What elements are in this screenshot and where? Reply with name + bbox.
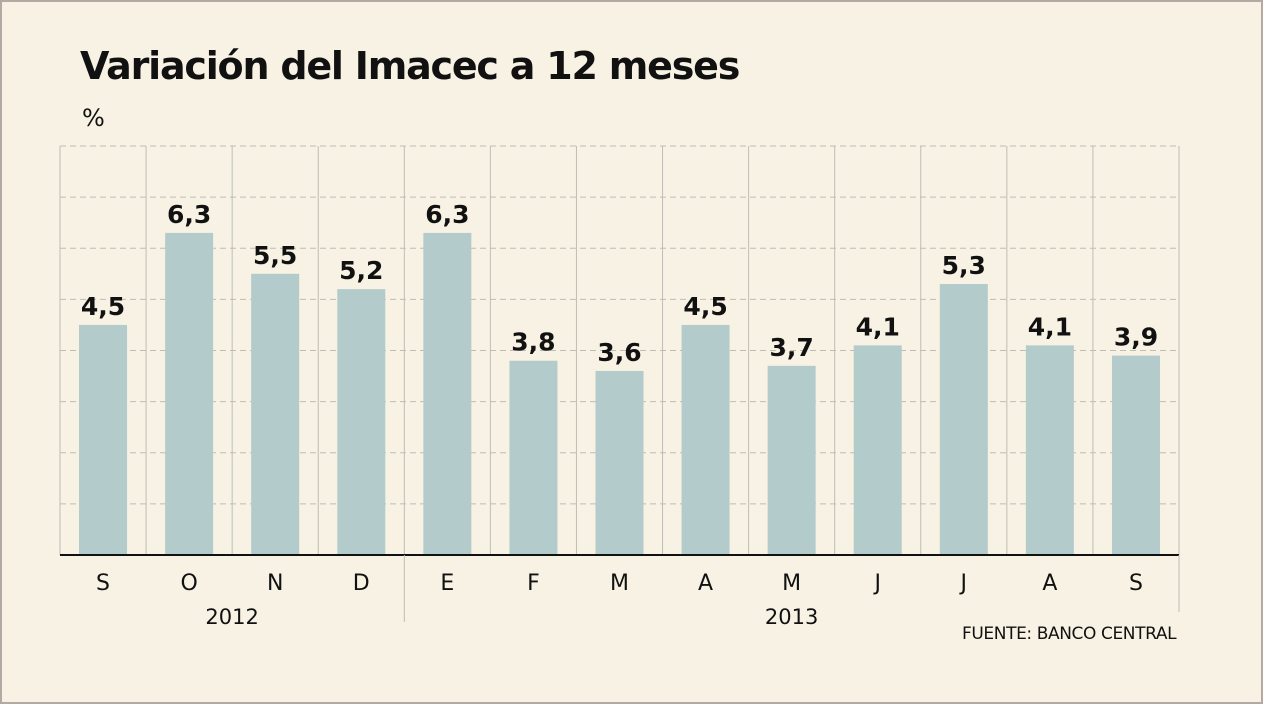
chart-title: Variación del Imacec a 12 meses: [80, 44, 740, 88]
year-label: 2013: [765, 605, 818, 629]
x-tick-label: D: [353, 571, 370, 596]
value-label: 5,3: [942, 251, 986, 280]
x-tick-label: A: [1042, 571, 1057, 596]
value-label: 4,1: [1028, 312, 1072, 341]
x-tick-label: A: [698, 571, 713, 596]
x-tick-label: J: [872, 571, 881, 596]
value-label: 4,1: [856, 312, 900, 341]
bar: [337, 289, 386, 555]
bar: [509, 360, 558, 555]
value-label: 4,5: [683, 292, 727, 321]
source-note: FUENTE: BANCO CENTRAL: [962, 624, 1177, 644]
bar: [423, 232, 472, 555]
x-tick-label: J: [959, 571, 968, 596]
bar: [853, 345, 902, 555]
unit-label: %: [82, 104, 105, 132]
bar: [681, 324, 730, 555]
x-tick-label: M: [782, 571, 801, 596]
value-label: 3,6: [597, 338, 641, 367]
value-label: 6,3: [167, 200, 211, 229]
value-label: 6,3: [425, 200, 469, 229]
bar: [79, 324, 128, 555]
value-label: 3,9: [1114, 323, 1158, 352]
year-label: 2012: [205, 605, 258, 629]
value-label: 3,8: [511, 328, 555, 357]
x-tick-label: E: [440, 571, 454, 596]
value-label: 4,5: [81, 292, 125, 321]
bar: [1111, 355, 1160, 555]
value-label: 5,5: [253, 241, 297, 270]
bar: [251, 273, 300, 555]
x-tick-label: O: [180, 571, 197, 596]
value-label: 5,2: [339, 256, 383, 285]
x-tick-label: F: [527, 571, 540, 596]
value-label: 3,7: [770, 333, 814, 362]
x-tick-label: S: [1129, 571, 1143, 596]
bar: [1025, 345, 1074, 555]
bar: [767, 365, 816, 555]
bar: [939, 284, 988, 555]
x-tick-label: N: [267, 571, 283, 596]
bar: [165, 232, 214, 555]
x-tick-label: S: [96, 571, 110, 596]
bar: [595, 370, 644, 555]
x-tick-label: M: [610, 571, 629, 596]
